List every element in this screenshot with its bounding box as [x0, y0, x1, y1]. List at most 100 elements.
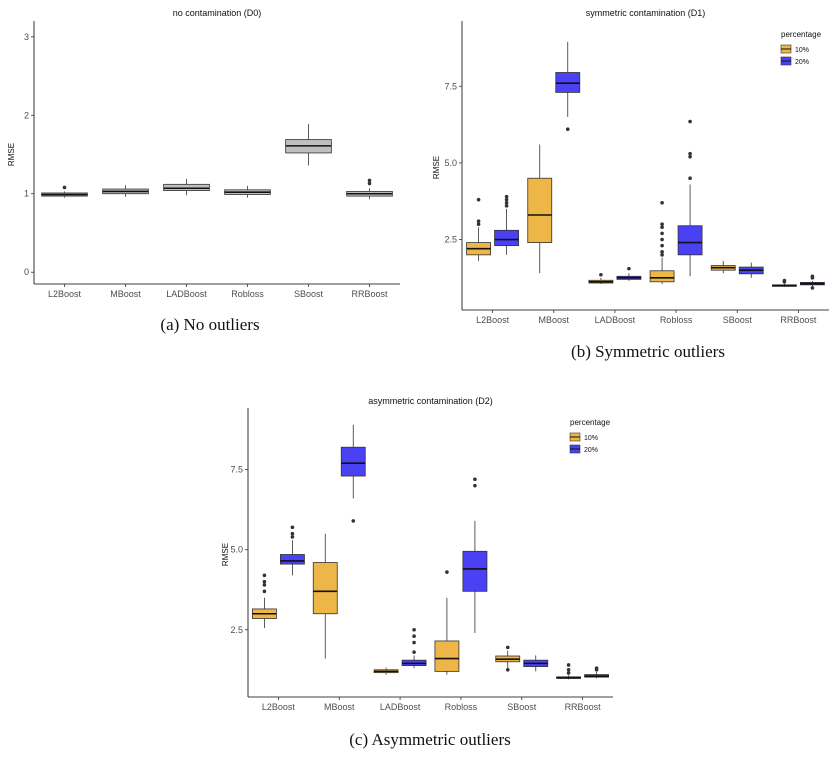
x-tick-label: L2Boost — [476, 315, 510, 325]
chart-panel-c: asymmetric contamination (D2) 2.5 5.0 7.5 RM… — [221, 396, 613, 712]
outlier-point — [504, 200, 509, 205]
outlier-point — [660, 225, 664, 230]
box-iqr — [677, 225, 703, 256]
legend-title: percentage — [781, 30, 822, 39]
outlier-point — [660, 243, 664, 248]
outlier-point — [660, 249, 664, 254]
outlier-point — [412, 640, 416, 645]
legend-label: 10% — [584, 435, 598, 442]
boxplot-MBoost — [102, 185, 149, 197]
boxplot-LADBoost-20% — [616, 266, 642, 281]
figure-caption: (c) Asymmetric outliers — [349, 730, 510, 749]
outlier-point — [290, 525, 295, 530]
box-iqr — [280, 554, 305, 565]
outlier-point — [688, 151, 692, 156]
outlier-point — [660, 222, 664, 226]
x-tick-label: MBoost — [110, 289, 141, 299]
outlier-point — [262, 589, 267, 594]
y-axis-label: RMSE — [432, 156, 441, 179]
boxplot-RRBoost — [346, 178, 393, 200]
x-tick-label: LADBoost — [595, 315, 636, 325]
x-tick-label: RRBoost — [351, 289, 388, 299]
x-tick-label: LADBoost — [380, 702, 421, 712]
boxplot-RRBoost-20% — [800, 274, 825, 290]
boxplot-Robloss-20% — [462, 477, 488, 633]
outlier-point — [810, 286, 815, 290]
boxplot-L2Boost-20% — [280, 525, 305, 576]
outlier-point — [367, 181, 372, 186]
boxplot-Robloss-20% — [677, 119, 703, 277]
outlier-point — [262, 573, 267, 578]
outlier-point — [594, 666, 599, 670]
y-tick-label: 2 — [24, 110, 29, 120]
chart-title: symmetric contamination (D1) — [586, 8, 706, 18]
legend: percentage 10% 20% — [780, 30, 822, 66]
x-tick-label: SBoost — [723, 315, 753, 325]
y-tick-label: 0 — [24, 267, 29, 277]
outlier-point — [505, 667, 510, 672]
legend-label: 20% — [795, 59, 809, 66]
outlier-point — [565, 127, 570, 131]
outlier-point — [599, 272, 603, 277]
outlier-point — [262, 583, 267, 587]
outlier-point — [504, 197, 509, 202]
boxplot-SBoost-20% — [523, 655, 549, 672]
box-iqr — [434, 640, 460, 672]
boxplot-RRBoost-10% — [556, 663, 581, 680]
outlier-point — [660, 200, 664, 205]
boxplot-SBoost-10% — [710, 260, 736, 274]
boxplot-LADBoost-10% — [373, 667, 399, 675]
boxplot-L2Boost — [41, 185, 88, 198]
y-tick-label: 1 — [24, 189, 29, 199]
x-tick-label: Robloss — [445, 702, 478, 712]
outlier-point — [290, 535, 295, 539]
box-iqr — [649, 270, 675, 283]
boxplot-MBoost-20% — [340, 424, 366, 523]
boxplot-Robloss-10% — [434, 570, 460, 675]
boxplot-MBoost-20% — [555, 41, 581, 131]
box-iqr — [340, 446, 366, 477]
x-tick-label: L2Boost — [262, 702, 296, 712]
x-tick-label: LADBoost — [166, 289, 207, 299]
outlier-point — [412, 650, 416, 654]
y-axis-label: RMSE — [7, 143, 16, 166]
x-tick-label: SBoost — [294, 289, 324, 299]
boxplot-Robloss — [224, 185, 271, 198]
outlier-point — [62, 185, 67, 190]
box-iqr — [312, 562, 338, 615]
outlier-point — [660, 237, 664, 242]
x-tick-label: RRBoost — [780, 315, 817, 325]
outlier-point — [262, 579, 267, 584]
legend-label: 10% — [795, 47, 809, 54]
chart-title: asymmetric contamination (D2) — [368, 396, 493, 406]
outlier-point — [660, 231, 664, 236]
chart-panel-b: symmetric contamination (D1) 2.5 5.0 7.5 RMS… — [432, 8, 829, 325]
outlier-point — [367, 178, 372, 183]
box-iqr — [462, 550, 488, 592]
outlier-point — [412, 627, 416, 632]
boxplot-LADBoost-10% — [588, 272, 614, 284]
outlier-point — [566, 671, 571, 675]
boxplot-SBoost-20% — [738, 262, 764, 278]
boxplot-L2Boost-10% — [466, 197, 491, 261]
y-axis-label: RMSE — [221, 543, 230, 566]
y-tick-label: 2.5 — [230, 625, 243, 635]
outlier-point — [504, 194, 509, 199]
boxplot-RRBoost-10% — [772, 278, 797, 288]
x-tick-label: MBoost — [538, 315, 569, 325]
boxplot-SBoost — [285, 123, 332, 166]
boxplot-LADBoost-20% — [401, 627, 427, 669]
outlier-point — [351, 519, 356, 523]
figure-caption: (b) Symmetric outliers — [571, 342, 725, 361]
legend: percentage 10% 20% — [569, 418, 611, 454]
y-tick-label: 7.5 — [444, 81, 457, 91]
outlier-point — [473, 483, 477, 488]
outlier-point — [688, 154, 692, 159]
boxplot-RRBoost-20% — [584, 666, 609, 679]
boxplot-Robloss-10% — [649, 200, 675, 284]
y-tick-label: 3 — [24, 32, 29, 42]
x-tick-label: L2Boost — [48, 289, 82, 299]
y-tick-label: 5.0 — [444, 158, 457, 168]
outlier-point — [476, 219, 481, 223]
